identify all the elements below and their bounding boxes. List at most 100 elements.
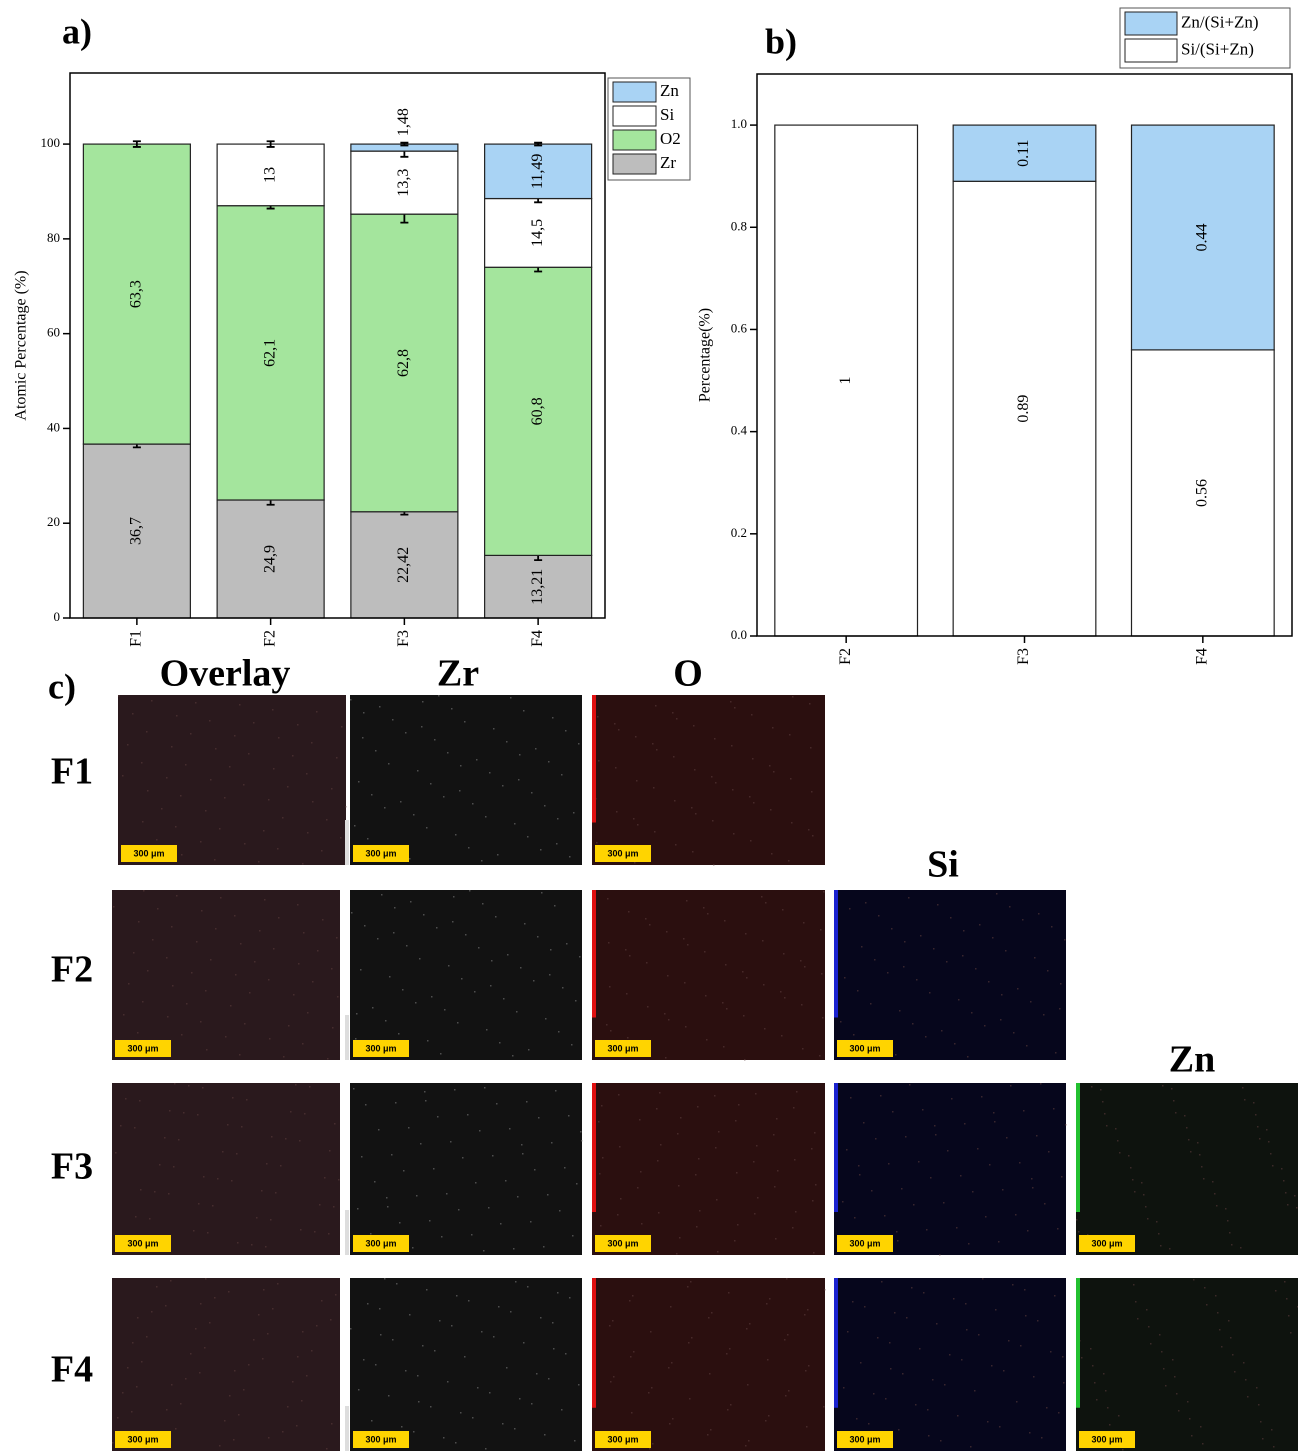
speckle [764,1028,766,1030]
speckle [940,1440,942,1442]
speckle [889,1342,891,1344]
speckle [1092,1365,1094,1367]
speckle [1216,1205,1218,1207]
speckle [659,1092,661,1094]
speckle [447,752,449,754]
speckle [297,724,299,726]
speckle [493,728,495,730]
speckle [412,1247,414,1249]
legend-swatch [612,153,657,175]
speckle [248,1364,250,1366]
speckle [417,770,419,772]
speckle [203,1176,205,1178]
speckle [138,921,140,923]
panel-label: b) [765,21,797,61]
speckle [762,940,764,942]
speckle [222,1151,224,1153]
data-label: 0.89 [1015,395,1032,423]
speckle [913,1204,915,1206]
speckle [1146,1309,1148,1311]
speckle [809,703,811,705]
eds-map [592,1083,825,1255]
speckle [926,1229,928,1231]
speckle [732,789,734,791]
speckle [314,1231,316,1233]
speckle [598,760,600,762]
speckle [849,908,851,910]
speckle [236,1153,238,1155]
error-bar [400,141,409,147]
speckle [363,712,365,714]
speckle [668,1019,670,1021]
speckle [537,936,539,938]
speckle [185,764,187,766]
speckle [266,1163,268,1165]
speckle [748,1440,750,1442]
speckle [273,768,275,770]
speckle [370,1233,372,1235]
scale-bar-label: 300 μm [607,1434,638,1444]
bar-segment [484,143,593,200]
speckle [734,1240,736,1242]
speckle [300,1229,302,1231]
speckle [1214,1193,1216,1195]
speckle [566,943,568,945]
speckle [777,1170,779,1172]
speckle [919,1348,921,1350]
x-tick-label: F4 [529,630,546,647]
speckle [280,1165,282,1167]
y-tick-label: 0.0 [731,627,747,642]
speckle [714,1095,716,1097]
speckle [960,1175,962,1177]
speckle [668,1367,670,1369]
speckle [505,1180,507,1182]
speckle [1203,1178,1205,1180]
speckle [651,1387,653,1389]
speckle [912,1023,914,1025]
speckle [1031,1178,1033,1180]
speckle [540,1317,542,1319]
speckle [363,1359,365,1361]
speckle [963,930,965,932]
speckle [195,1328,197,1330]
speckle [215,928,217,930]
speckle [127,1367,129,1369]
speckle [333,1206,335,1208]
speckle [1006,1137,1008,1139]
speckle [329,1150,331,1152]
data-label: 13,21 [529,569,546,605]
speckle [298,963,300,965]
speckle [1034,957,1036,959]
speckle [615,767,617,769]
speckle [420,1143,422,1145]
speckle [522,1153,524,1155]
y-tick-label: 0.4 [731,423,748,438]
speckle [248,753,250,755]
speckle [469,890,471,892]
speckle [1048,1151,1050,1153]
color-strip [592,695,596,823]
speckle [761,896,763,898]
data-label: 14,5 [529,219,546,247]
speckle [655,705,657,707]
speckle [616,811,618,813]
speckle [426,827,428,829]
speckle [1130,1167,1132,1169]
speckle [419,958,421,960]
speckle [499,1042,501,1044]
speckle [1047,970,1049,972]
bar-segment [952,124,1097,182]
speckle [629,955,631,957]
speckle [430,1406,432,1408]
speckle [861,946,863,948]
speckle [767,1359,769,1361]
speckle [127,744,129,746]
bar-segment [1130,349,1275,637]
speckle [747,1384,749,1386]
speckle [321,850,323,852]
speckle [1204,1287,1206,1289]
speckle [272,709,274,711]
speckle [565,1353,567,1355]
speckle [794,1159,796,1161]
speckle [398,1033,400,1035]
